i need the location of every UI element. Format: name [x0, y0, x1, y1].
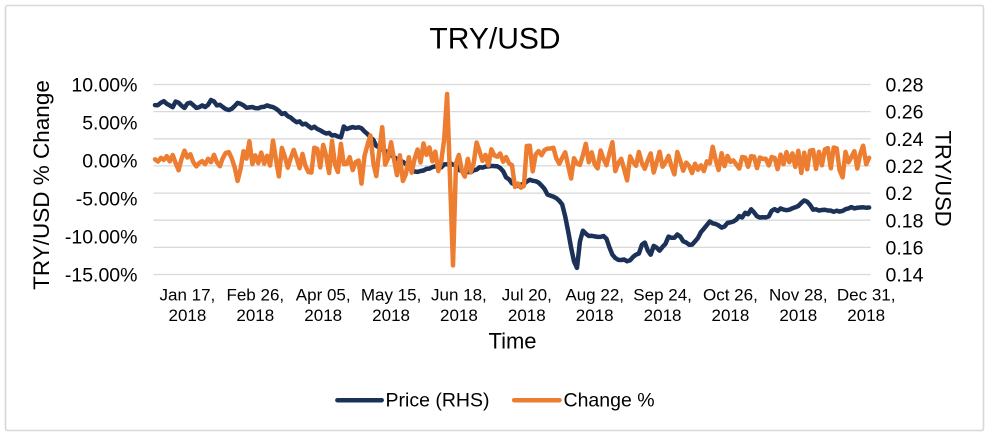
- svg-text:2018: 2018: [168, 306, 206, 325]
- svg-text:0.2: 0.2: [886, 183, 913, 205]
- svg-text:0.16: 0.16: [886, 238, 924, 260]
- svg-text:0.24: 0.24: [886, 129, 924, 151]
- svg-text:-10.00%: -10.00%: [65, 227, 138, 249]
- svg-text:TRY/USD: TRY/USD: [429, 23, 560, 56]
- svg-text:0.18: 0.18: [886, 210, 924, 232]
- svg-text:May 15,: May 15,: [361, 285, 421, 304]
- svg-text:Jun 18,: Jun 18,: [431, 285, 487, 304]
- svg-text:TRY/USD % Change: TRY/USD % Change: [29, 80, 54, 290]
- svg-text:Feb 26,: Feb 26,: [226, 285, 284, 304]
- svg-text:2018: 2018: [304, 306, 342, 325]
- svg-text:Oct 26,: Oct 26,: [703, 285, 758, 304]
- svg-text:Time: Time: [488, 328, 536, 353]
- svg-text:Sep 24,: Sep 24,: [633, 285, 692, 304]
- svg-text:2018: 2018: [644, 306, 682, 325]
- svg-text:TRY/USD: TRY/USD: [931, 131, 956, 227]
- svg-text:Nov 28,: Nov 28,: [769, 285, 828, 304]
- svg-text:0.14: 0.14: [886, 265, 924, 287]
- svg-text:10.00%: 10.00%: [71, 75, 137, 97]
- svg-text:Change %: Change %: [564, 390, 655, 412]
- svg-text:2018: 2018: [236, 306, 274, 325]
- svg-text:0.22: 0.22: [886, 156, 924, 178]
- svg-text:-5.00%: -5.00%: [76, 189, 138, 211]
- svg-text:2018: 2018: [372, 306, 410, 325]
- svg-text:Jul 20,: Jul 20,: [502, 285, 552, 304]
- svg-text:0.26: 0.26: [886, 102, 924, 124]
- svg-text:Apr 05,: Apr 05,: [296, 285, 351, 304]
- svg-text:2018: 2018: [508, 306, 546, 325]
- svg-text:2018: 2018: [711, 306, 749, 325]
- svg-text:Price (RHS): Price (RHS): [386, 390, 490, 412]
- svg-text:0.00%: 0.00%: [82, 151, 137, 173]
- svg-text:2018: 2018: [847, 306, 885, 325]
- svg-text:Dec 31,: Dec 31,: [837, 285, 896, 304]
- svg-text:0.28: 0.28: [886, 75, 924, 97]
- svg-text:5.00%: 5.00%: [82, 113, 137, 135]
- svg-text:Aug 22,: Aug 22,: [565, 285, 624, 304]
- svg-text:2018: 2018: [576, 306, 614, 325]
- svg-text:2018: 2018: [779, 306, 817, 325]
- svg-text:2018: 2018: [440, 306, 478, 325]
- svg-text:-15.00%: -15.00%: [65, 265, 138, 287]
- svg-text:Jan 17,: Jan 17,: [160, 285, 216, 304]
